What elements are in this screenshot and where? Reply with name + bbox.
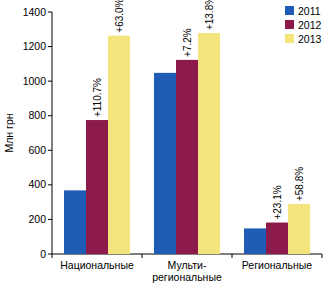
label-line: Национальные	[60, 259, 134, 271]
y-tick	[48, 12, 52, 13]
bar	[244, 228, 266, 254]
legend-swatch	[285, 20, 294, 29]
legend-swatch	[285, 34, 294, 43]
label-line: Мульти-	[168, 259, 207, 271]
y-tick	[48, 184, 52, 185]
chart: 0 200 400 600 800 1000 1200 1400 Млн грн Национал…	[0, 0, 331, 289]
bar	[154, 73, 176, 254]
y-tick-label: 1400	[23, 6, 47, 18]
x-tick	[322, 254, 323, 258]
bar	[288, 204, 310, 254]
label-line: Региональные	[242, 259, 312, 271]
bar	[176, 60, 198, 254]
y-tick	[48, 219, 52, 220]
bar	[86, 120, 108, 254]
y-tick-label: 0	[40, 248, 46, 260]
y-tick	[48, 150, 52, 151]
bar	[64, 190, 86, 254]
annotation: +58.8%	[294, 167, 305, 201]
annotation: +23.1%	[272, 185, 283, 219]
y-axis	[52, 12, 53, 254]
bar	[198, 33, 220, 254]
bar	[108, 36, 130, 254]
annotation: +110.7%	[92, 78, 103, 117]
x-tick	[232, 254, 233, 258]
y-tick-label: 1200	[23, 40, 47, 52]
y-tick	[48, 115, 52, 116]
y-tick	[48, 254, 52, 255]
x-tick-label: Региональные	[242, 259, 312, 271]
legend-swatch	[285, 6, 294, 15]
x-tick-label: Мульти-региональные	[152, 259, 222, 283]
y-tick-label: 600	[28, 144, 46, 156]
y-tick-label: 1000	[23, 75, 47, 87]
y-tick-label: 400	[28, 178, 46, 190]
label-line: региональные	[152, 271, 222, 283]
bars	[64, 33, 310, 254]
y-tick	[48, 81, 52, 82]
x-tick-label: Национальные	[60, 259, 134, 271]
y-tick-label: 800	[28, 109, 46, 121]
legend-label: 2012	[298, 19, 322, 31]
legend: 2011 2012 2013	[285, 5, 322, 45]
annotation: +7.2%	[182, 28, 193, 57]
annotation: +13.8%	[204, 0, 215, 30]
legend-label: 2013	[298, 33, 322, 45]
y-tick-label: 200	[28, 213, 46, 225]
y-axis-label: Млн грн	[3, 113, 15, 152]
annotation: +63.0%	[114, 0, 125, 33]
bar	[266, 223, 288, 254]
x-tick	[142, 254, 143, 258]
legend-label: 2011	[298, 5, 321, 17]
y-tick	[48, 46, 52, 47]
x-tick	[52, 254, 53, 258]
